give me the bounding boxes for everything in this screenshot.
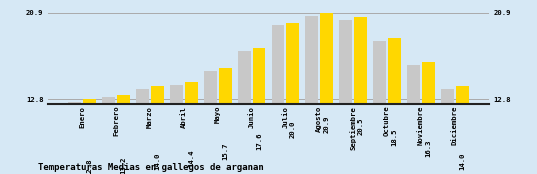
Bar (306, 16, 318, 174)
Text: 15.7: 15.7 (222, 143, 228, 160)
Text: 16.3: 16.3 (425, 140, 431, 157)
Bar (354, 17, 367, 174)
Bar (151, 86, 164, 174)
Text: 13.2: 13.2 (120, 156, 127, 174)
Text: 20.0: 20.0 (290, 120, 296, 138)
Text: 14.0: 14.0 (155, 152, 161, 169)
Bar (320, 13, 333, 174)
Text: 14.0: 14.0 (459, 152, 465, 169)
Bar (339, 20, 352, 174)
Bar (422, 62, 435, 174)
Bar (238, 51, 251, 174)
Bar (441, 89, 454, 174)
Bar (136, 89, 149, 174)
Text: 12.8: 12.8 (86, 158, 93, 174)
Bar (272, 25, 285, 174)
Text: 18.5: 18.5 (391, 128, 397, 146)
Bar (170, 85, 183, 174)
Bar (83, 99, 96, 174)
Text: Temperaturas Medias en gallegos de arganan: Temperaturas Medias en gallegos de argan… (38, 163, 263, 172)
Bar (185, 82, 198, 174)
Bar (286, 22, 299, 174)
Bar (252, 48, 265, 174)
Bar (219, 68, 231, 174)
Text: 17.6: 17.6 (256, 133, 262, 150)
Bar (407, 65, 420, 174)
Bar (388, 38, 401, 174)
Text: 14.4: 14.4 (188, 150, 194, 167)
Bar (204, 71, 217, 174)
Bar (117, 95, 130, 174)
Text: 20.9: 20.9 (324, 115, 330, 133)
Bar (102, 97, 115, 174)
Bar (68, 102, 81, 174)
Text: 20.5: 20.5 (358, 117, 364, 135)
Bar (373, 41, 386, 174)
Bar (456, 86, 469, 174)
